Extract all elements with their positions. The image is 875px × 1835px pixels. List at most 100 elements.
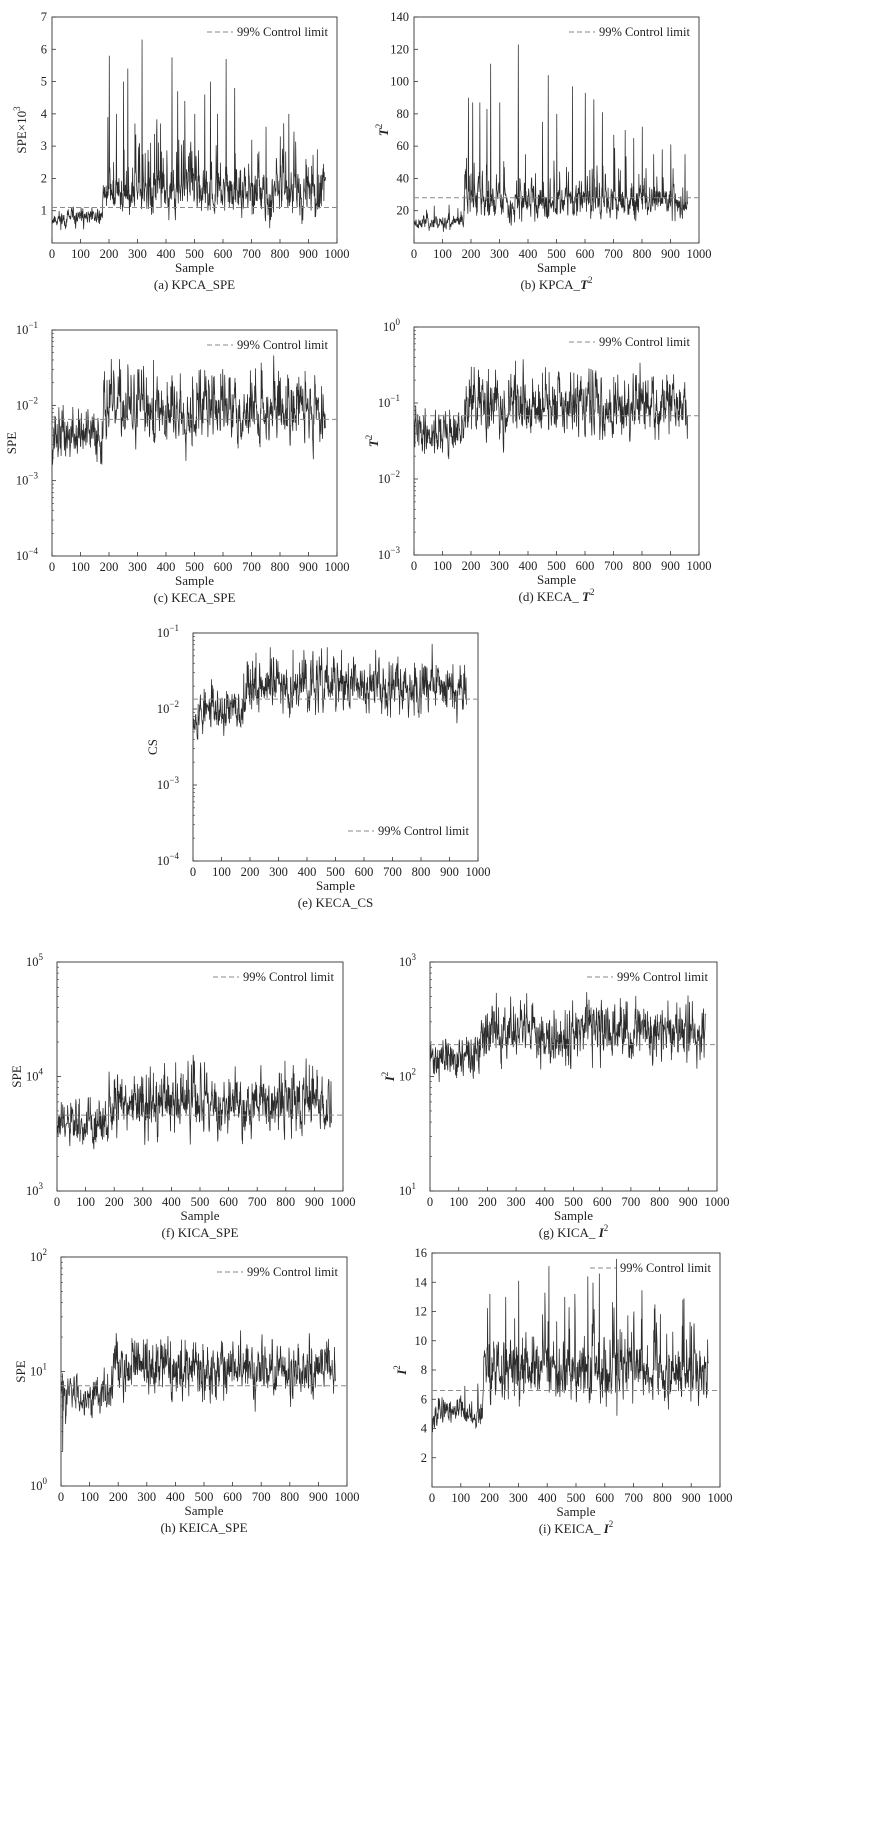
x-tick-label: 300 [490,559,509,573]
y-tick-label: 102 [399,1067,416,1084]
x-tick-label: 400 [157,247,176,261]
y-axis-label: T2 [364,435,381,447]
y-tick-label: 8 [421,1363,427,1377]
x-axis-label: Sample [185,1503,224,1518]
y-tick-label: 10−2 [157,699,179,716]
x-tick-label: 100 [71,247,90,261]
x-tick-label: 500 [547,559,566,573]
chart-c: 0 100 200 300 400 500 600 700 800 900 1000 10−4 10−3… [4,320,350,605]
x-tick-label: 700 [242,247,261,261]
y-axis-label: CS [145,739,160,755]
x-tick-label: 900 [661,247,680,261]
y-tick-label: 7 [41,10,47,24]
x-tick-label: 900 [299,247,318,261]
x-tick-label: 100 [433,559,452,573]
legend: 99% Control limit [348,824,470,838]
y-tick-label: 10−1 [16,320,38,337]
legend-label: 99% Control limit [378,824,470,838]
x-tick-label: 500 [567,1491,586,1505]
chart-d: 0 100 200 300 400 500 600 700 800 900 1000 10−3 10−2… [364,317,712,604]
y-tick-label: 100 [383,317,401,334]
x-tick-label: 600 [576,559,595,573]
y-tick-label: 80 [397,107,410,121]
y-tick-label: 10−4 [157,851,180,868]
x-axis-label: Sample [316,878,355,893]
x-axis-label: Sample [175,573,214,588]
x-tick-label: 300 [509,1491,528,1505]
x-tick-label: 600 [595,1491,614,1505]
x-tick-label: 700 [604,559,623,573]
y-tick-label: 20 [397,204,410,218]
x-tick-label: 800 [271,560,290,574]
x-tick-label: 400 [157,560,176,574]
monitoring-statistic-line [60,1330,336,1452]
x-tick-label: 500 [547,247,566,261]
y-tick-label: 5 [41,75,47,89]
x-tick-label: 300 [128,560,147,574]
x-tick-label: 200 [100,560,119,574]
x-tick-label: 100 [76,1195,95,1209]
panel-caption: (a) KPCA_SPE [154,277,235,292]
x-tick-label: 0 [58,1490,64,1504]
y-tick-label: 16 [415,1246,428,1260]
x-tick-label: 0 [427,1195,433,1209]
x-tick-label: 600 [576,247,595,261]
x-tick-label: 1000 [708,1491,733,1505]
x-tick-label: 0 [54,1195,60,1209]
y-axis-label: I2 [392,1365,409,1376]
y-tick-label: 104 [26,1067,44,1084]
x-tick-label: 800 [276,1195,295,1209]
x-tick-label: 700 [242,560,261,574]
x-tick-label: 1000 [325,560,350,574]
legend-label: 99% Control limit [237,338,329,352]
y-tick-label: 101 [30,1362,47,1379]
x-tick-label: 800 [633,559,652,573]
x-tick-label: 0 [49,560,55,574]
y-axis-label: SPE [4,432,19,454]
x-tick-label: 800 [650,1195,669,1209]
chart-f: 0 100 200 300 400 500 600 700 800 900 1000 103 104 10… [9,952,356,1240]
x-tick-label: 500 [185,247,204,261]
y-axis-label: SPE [13,1360,28,1382]
x-tick-label: 400 [538,1491,557,1505]
x-tick-label: 200 [109,1490,128,1504]
x-tick-label: 200 [462,247,481,261]
x-tick-label: 0 [49,247,55,261]
x-tick-label: 600 [355,865,374,879]
x-tick-label: 200 [462,559,481,573]
y-axis-label: SPE [9,1065,24,1087]
x-tick-label: 100 [449,1195,468,1209]
x-tick-label: 400 [166,1490,185,1504]
x-tick-label: 200 [105,1195,124,1209]
x-tick-label: 200 [478,1195,497,1209]
legend: 99% Control limit [207,25,329,39]
x-axis-label: Sample [181,1208,220,1223]
y-axis-label: I2 [380,1072,397,1083]
chart-e: 0 100 200 300 400 500 600 700 800 900 1000 10−4 10−3… [145,623,491,910]
y-tick-label: 10−1 [157,623,179,640]
x-tick-label: 900 [309,1490,328,1504]
x-tick-label: 400 [162,1195,181,1209]
y-tick-label: 10−3 [157,775,180,792]
panel-caption: (d) KECA_ T2 [519,587,595,604]
x-tick-label: 800 [271,247,290,261]
x-tick-label: 600 [214,560,233,574]
x-tick-label: 800 [653,1491,672,1505]
y-tick-label: 10−2 [16,395,38,412]
plot-frame [413,326,700,556]
x-tick-label: 700 [604,247,623,261]
chart-b: 0 100 200 300 400 500 600 700 800 900 1000 20 40 60 80… [374,10,712,292]
y-tick-label: 100 [30,1476,48,1493]
monitoring-statistic-line [51,39,326,231]
monitoring-statistic-line [413,359,688,460]
x-tick-label: 700 [622,1195,641,1209]
monitoring-statistic-line [51,355,326,465]
x-tick-label: 100 [451,1491,470,1505]
x-axis-label: Sample [557,1504,596,1519]
y-tick-label: 3 [41,139,47,153]
x-tick-label: 200 [480,1491,499,1505]
y-axis-label: T2 [374,124,391,136]
x-axis-label: Sample [537,572,576,587]
legend-label: 99% Control limit [247,1265,339,1279]
